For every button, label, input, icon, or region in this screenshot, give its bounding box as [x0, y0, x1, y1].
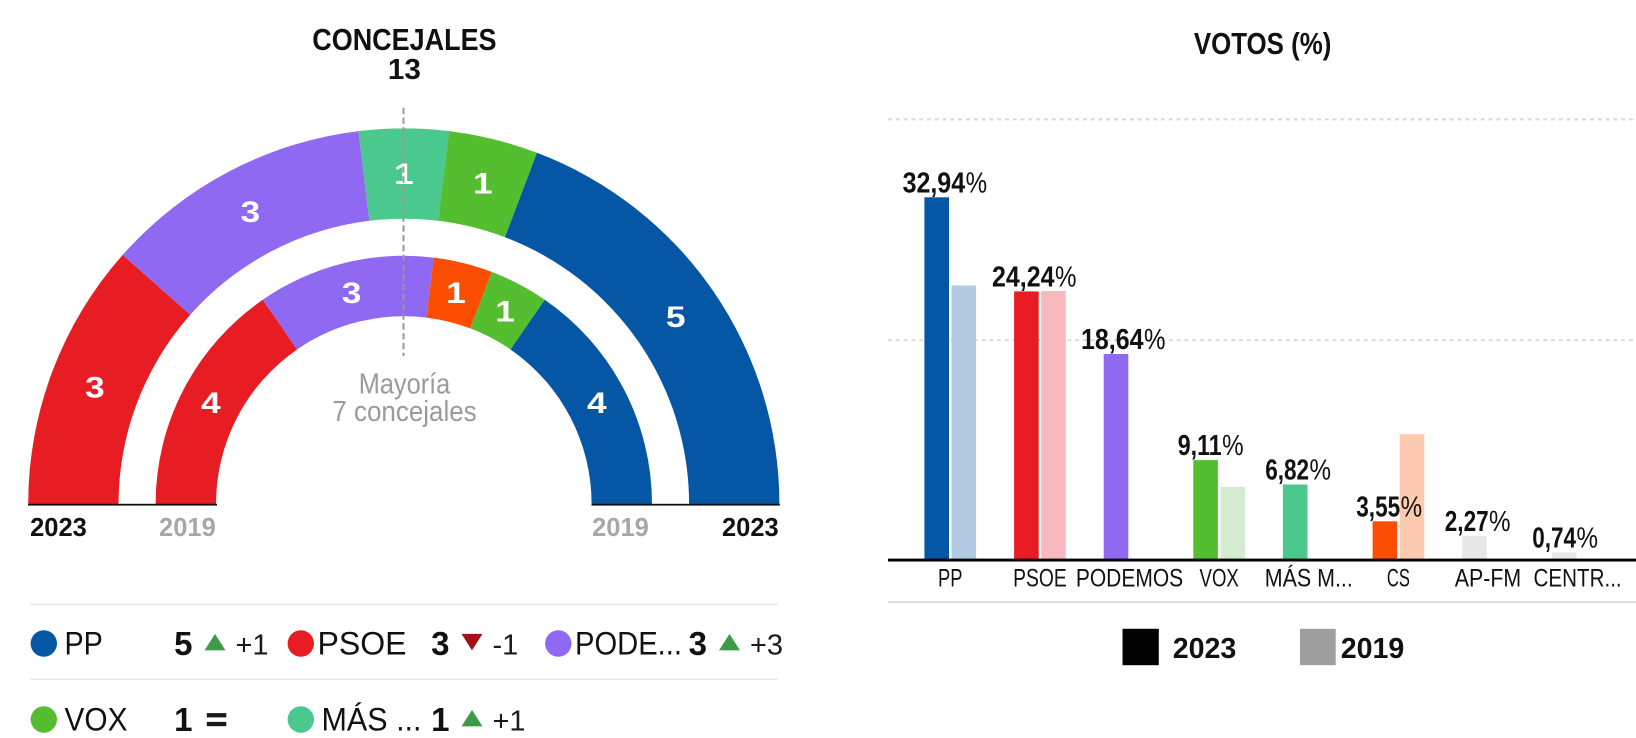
svg-text:+1: +1	[236, 630, 269, 662]
svg-text:%: %	[1055, 261, 1077, 293]
svg-text:%: %	[1144, 324, 1166, 356]
svg-text:3: 3	[85, 371, 105, 404]
svg-text:2023: 2023	[1173, 633, 1237, 665]
svg-text:%: %	[1222, 430, 1244, 462]
svg-text:%: %	[966, 167, 988, 199]
svg-text:3: 3	[342, 277, 362, 310]
svg-text:3: 3	[689, 625, 707, 662]
svg-text:5: 5	[174, 625, 192, 662]
svg-text:18,64: 18,64	[1081, 324, 1144, 356]
svg-text:CONCEJALES: CONCEJALES	[312, 22, 496, 57]
svg-text:-1: -1	[493, 630, 519, 662]
svg-text:1: 1	[446, 277, 466, 310]
svg-text:24,24: 24,24	[992, 261, 1055, 293]
svg-text:VOX: VOX	[1200, 565, 1240, 593]
svg-text:VOTOS (%): VOTOS (%)	[1194, 26, 1332, 61]
svg-text:2019: 2019	[1341, 633, 1405, 665]
svg-text:2019: 2019	[592, 514, 649, 542]
svg-text:PODE...: PODE...	[575, 626, 682, 662]
svg-text:PSOE: PSOE	[318, 626, 407, 662]
svg-text:1: 1	[495, 295, 515, 328]
svg-text:AP-FM: AP-FM	[1455, 565, 1521, 593]
svg-text:32,94: 32,94	[903, 167, 966, 199]
svg-text:2023: 2023	[30, 514, 87, 542]
svg-text:0,74: 0,74	[1532, 522, 1576, 554]
svg-text:4: 4	[201, 387, 221, 420]
svg-text:9,11: 9,11	[1178, 430, 1222, 462]
svg-text:+3: +3	[750, 630, 783, 662]
svg-text:PP: PP	[938, 565, 963, 593]
svg-text:1: 1	[394, 158, 414, 191]
svg-text:CENTR...: CENTR...	[1534, 565, 1622, 593]
svg-text:4: 4	[587, 387, 607, 420]
svg-text:1: 1	[174, 701, 192, 738]
svg-text:3,55: 3,55	[1356, 491, 1400, 523]
svg-text:%: %	[1489, 506, 1511, 538]
svg-text:PODEMOS: PODEMOS	[1076, 565, 1183, 593]
svg-text:6,82: 6,82	[1265, 455, 1309, 487]
svg-text:%: %	[1577, 522, 1599, 554]
svg-text:5: 5	[666, 301, 686, 334]
svg-text:VOX: VOX	[65, 702, 128, 738]
svg-text:13: 13	[388, 54, 421, 86]
svg-text:PP: PP	[65, 626, 103, 662]
svg-text:%: %	[1401, 491, 1423, 523]
svg-text:CS: CS	[1387, 565, 1410, 593]
svg-text:MÁS M...: MÁS M...	[1265, 564, 1353, 593]
svg-text:+1: +1	[493, 706, 526, 738]
svg-text:3: 3	[240, 196, 260, 229]
svg-text:Mayoría: Mayoría	[359, 369, 451, 401]
svg-text:PSOE: PSOE	[1013, 565, 1067, 593]
svg-text:1: 1	[473, 167, 493, 200]
svg-text:%: %	[1310, 455, 1332, 487]
svg-text:3: 3	[431, 625, 449, 662]
svg-text:2,27: 2,27	[1445, 506, 1489, 538]
svg-text:7 concejales: 7 concejales	[332, 396, 476, 428]
svg-text:2023: 2023	[722, 514, 779, 542]
svg-text:1: 1	[431, 701, 449, 738]
svg-text:MÁS ...: MÁS ...	[322, 702, 422, 738]
svg-text:2019: 2019	[159, 514, 216, 542]
